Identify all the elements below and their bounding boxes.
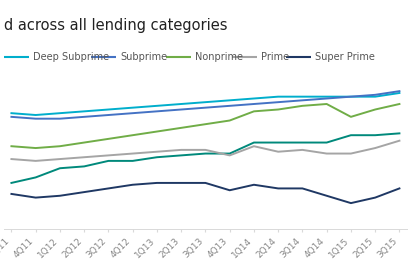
- Text: Nonprime: Nonprime: [195, 52, 243, 62]
- Text: Subprime: Subprime: [120, 52, 168, 62]
- Text: d across all lending categories: d across all lending categories: [4, 18, 228, 33]
- Text: Prime: Prime: [261, 52, 290, 62]
- Text: Super Prime: Super Prime: [315, 52, 375, 62]
- Text: Deep Subprime: Deep Subprime: [33, 52, 109, 62]
